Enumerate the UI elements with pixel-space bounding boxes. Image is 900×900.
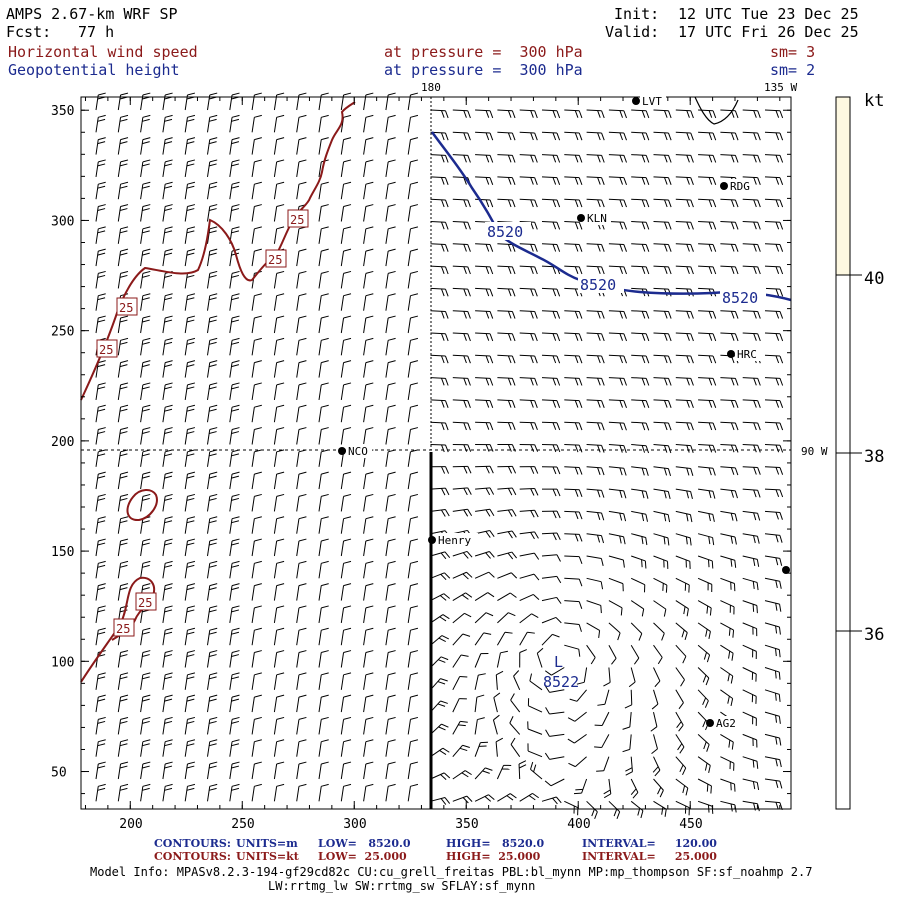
lon-label-180: 180 bbox=[421, 81, 441, 94]
station-label: AG2 bbox=[716, 717, 736, 730]
station-marker bbox=[720, 182, 728, 190]
footer-height-interval: INTERVAL= 120.00 bbox=[582, 837, 717, 850]
speed-label: 25 bbox=[116, 622, 130, 636]
speed-label: 25 bbox=[138, 596, 152, 610]
field-1-level: at pressure = 300 hPa bbox=[384, 43, 583, 61]
height-label: 8520 bbox=[487, 223, 523, 241]
y-tick-label: 200 bbox=[51, 435, 74, 450]
field-1-name: Horizontal wind speed bbox=[8, 43, 198, 61]
footer-speed-interval: INTERVAL= 25.000 bbox=[582, 850, 717, 863]
stations: LVT RDG KLN HRC NCO Henry AG2 bbox=[338, 94, 761, 730]
field-1-smoothing: sm= 3 bbox=[770, 43, 816, 61]
x-tick-label: 300 bbox=[343, 817, 366, 832]
model-info-line-2: LW:rrtmg_lw SW:rrtmg_sw SFLAY:sf_mynn bbox=[268, 879, 536, 893]
station-marker bbox=[338, 447, 346, 455]
colorbar: kt 40 38 36 bbox=[835, 91, 884, 810]
colorbar-label: 36 bbox=[864, 625, 884, 645]
station-marker bbox=[428, 536, 436, 544]
footer-speed-high: HIGH= 25.000 bbox=[446, 850, 541, 863]
station-label: LVT bbox=[642, 95, 662, 108]
speed-label: 25 bbox=[119, 301, 133, 315]
station-label: NCO bbox=[348, 445, 368, 458]
speed-contour-west bbox=[80, 101, 356, 401]
height-contour-8520 bbox=[430, 131, 792, 302]
low-pressure-value: 8522 bbox=[543, 673, 579, 691]
station-label: HRC bbox=[737, 348, 757, 361]
x-tick-label: 350 bbox=[455, 817, 478, 832]
footer-height-label: CONTOURS: bbox=[154, 837, 231, 850]
footer-speed-label: CONTOURS: bbox=[154, 850, 231, 863]
height-label: 8520 bbox=[722, 289, 758, 307]
field-2-name: Geopotential height bbox=[8, 61, 180, 79]
station-marker bbox=[632, 97, 640, 105]
footer-speed-units: UNITS=kt bbox=[236, 850, 299, 863]
y-tick-label: 150 bbox=[51, 545, 74, 560]
colorbar-fill bbox=[836, 97, 850, 275]
footer-height-units: UNITS=m bbox=[236, 837, 298, 850]
init-label: Init: bbox=[614, 5, 660, 23]
y-tick-label: 50 bbox=[51, 766, 67, 781]
station-marker bbox=[727, 350, 735, 358]
y-tick-label: 300 bbox=[51, 214, 74, 229]
coastline bbox=[694, 96, 739, 125]
speed-label: 25 bbox=[99, 343, 113, 357]
station-label: Henry bbox=[438, 534, 471, 547]
plot-frame bbox=[80, 96, 792, 810]
colorbar-label: 40 bbox=[864, 269, 884, 289]
station-label: RDG bbox=[730, 180, 750, 193]
forecast-hour: 77 h bbox=[78, 23, 115, 41]
low-pressure-symbol: L bbox=[554, 653, 563, 671]
speed-labels: 25 25 25 25 25 25 bbox=[96, 209, 309, 637]
footer-height-high: HIGH= 8520.0 bbox=[446, 837, 545, 850]
x-tick-label: 400 bbox=[567, 817, 590, 832]
station-dot bbox=[782, 566, 790, 574]
height-labels: 8520 8520 8520 bbox=[485, 222, 766, 307]
station-marker bbox=[706, 719, 714, 727]
y-tick-label: 100 bbox=[51, 655, 74, 670]
model-title: AMPS 2.67-km WRF SP bbox=[6, 5, 178, 23]
lon-label-135w: 135 W bbox=[764, 81, 797, 94]
colorbar-unit: kt bbox=[864, 91, 884, 111]
station-marker bbox=[577, 214, 585, 222]
model-info-line-1: Model Info: MPASv8.2.3-194-gf29cd82c CU:… bbox=[90, 865, 813, 879]
speed-label: 25 bbox=[290, 213, 304, 227]
y-tick-label: 250 bbox=[51, 325, 74, 340]
wind-speed-contours bbox=[80, 101, 356, 683]
colorbar-label: 38 bbox=[864, 447, 884, 467]
init-time: 12 UTC Tue 23 Dec 25 bbox=[678, 5, 859, 23]
field-2-level: at pressure = 300 hPa bbox=[384, 61, 583, 79]
valid-label: Valid: bbox=[605, 23, 660, 41]
field-2-smoothing: sm= 2 bbox=[770, 61, 816, 79]
valid-time: 17 UTC Fri 26 Dec 25 bbox=[678, 23, 859, 41]
x-tick-label: 450 bbox=[679, 817, 702, 832]
speed-contour-closed bbox=[126, 489, 158, 522]
speed-label: 25 bbox=[268, 253, 282, 267]
lon-label-90w: 90 W bbox=[801, 445, 828, 458]
x-tick-label: 250 bbox=[231, 817, 254, 832]
footer-speed-low: LOW= 25.000 bbox=[318, 850, 407, 863]
station-label: KLN bbox=[587, 212, 607, 225]
footer-height-low: LOW= 8520.0 bbox=[318, 837, 411, 850]
x-tick-label: 200 bbox=[119, 817, 142, 832]
y-tick-label: 350 bbox=[51, 104, 74, 119]
height-label: 8520 bbox=[580, 276, 616, 294]
forecast-label: Fcst: bbox=[6, 23, 52, 41]
wind-barbs bbox=[95, 92, 784, 820]
